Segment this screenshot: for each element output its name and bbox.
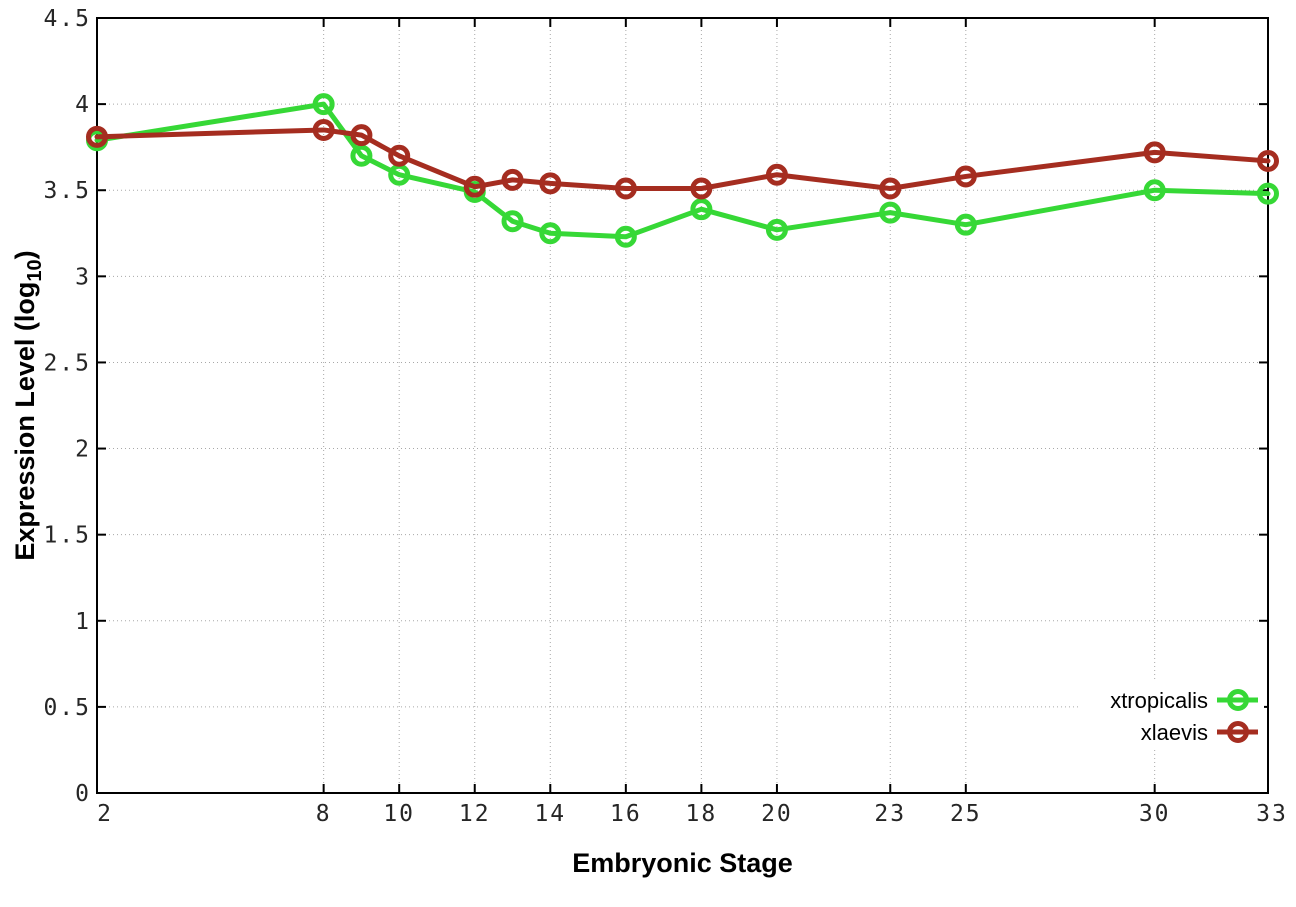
legend-sample-marker xyxy=(1227,689,1249,711)
data-point-marker xyxy=(690,177,713,200)
series-xtropicalis xyxy=(86,93,1279,248)
data-point-marker xyxy=(954,213,977,236)
data-point-marker xyxy=(690,198,713,221)
data-point-marker xyxy=(954,165,977,188)
data-point-marker xyxy=(86,125,108,148)
x-tick-label: 10 xyxy=(383,801,415,827)
data-point-marker xyxy=(463,175,486,198)
legend: xtropicalis xlaevis xyxy=(1110,688,1258,745)
data-point-marker xyxy=(1143,179,1166,202)
y-axis-title: Expression Level (log10) xyxy=(10,250,46,560)
y-tick-label: 0.5 xyxy=(43,695,91,721)
legend-sample-marker xyxy=(1227,721,1249,743)
data-point-marker xyxy=(879,177,902,200)
data-point-marker xyxy=(501,168,524,191)
y-tick-label: 3 xyxy=(75,264,91,290)
x-axis-title: Embryonic Stage xyxy=(572,848,793,878)
data-point-marker xyxy=(539,222,562,245)
tick-labels: 0 0.5 1 1.5 2 2.5 3 3.5 4 4.5 2 8 10 12 14 16 18 20 23 25 30… xyxy=(43,6,1288,827)
data-point-marker xyxy=(1257,149,1279,172)
x-tick-label: 25 xyxy=(950,801,982,827)
data-point-marker xyxy=(614,225,637,248)
data-point-marker xyxy=(879,201,902,224)
legend-entry-xlaevis: xlaevis xyxy=(1141,720,1258,745)
x-tick-label: 8 xyxy=(316,801,332,827)
y-tick-label: 0 xyxy=(75,781,91,807)
x-tick-label: 33 xyxy=(1256,801,1288,827)
data-point-marker xyxy=(1257,182,1279,205)
y-tick-label: 4 xyxy=(75,92,91,118)
data-point-marker xyxy=(1143,141,1166,164)
x-tick-label: 14 xyxy=(534,801,566,827)
x-tick-label: 18 xyxy=(686,801,718,827)
tick-marks xyxy=(96,17,1269,794)
data-point-marker xyxy=(539,172,562,195)
y-tick-label: 1.5 xyxy=(43,523,91,549)
plot-border xyxy=(96,17,1269,794)
x-tick-label: 12 xyxy=(459,801,491,827)
data-point-marker xyxy=(350,124,373,147)
x-tick-label: 23 xyxy=(874,801,906,827)
y-tick-label: 3.5 xyxy=(43,178,91,204)
y-tick-label: 2.5 xyxy=(43,350,91,376)
data-point-marker xyxy=(765,218,788,241)
data-point-marker xyxy=(350,144,373,167)
x-tick-label: 20 xyxy=(761,801,793,827)
y-tick-label: 4.5 xyxy=(43,6,91,32)
y-tick-label: 2 xyxy=(75,437,91,463)
legend-entry-xtropicalis: xtropicalis xyxy=(1110,688,1258,713)
data-point-marker xyxy=(388,144,411,167)
y-tick-label: 1 xyxy=(75,609,91,635)
data-point-marker xyxy=(765,163,788,186)
legend-label: xtropicalis xyxy=(1110,688,1208,713)
legend-label: xlaevis xyxy=(1141,720,1208,745)
data-point-marker xyxy=(614,177,637,200)
x-tick-label: 2 xyxy=(97,801,113,827)
data-point-marker xyxy=(312,118,335,141)
x-tick-label: 16 xyxy=(610,801,642,827)
series-xlaevis xyxy=(86,118,1279,200)
data-point-marker xyxy=(501,210,524,233)
data-point-marker xyxy=(312,93,335,116)
x-tick-label: 30 xyxy=(1139,801,1171,827)
